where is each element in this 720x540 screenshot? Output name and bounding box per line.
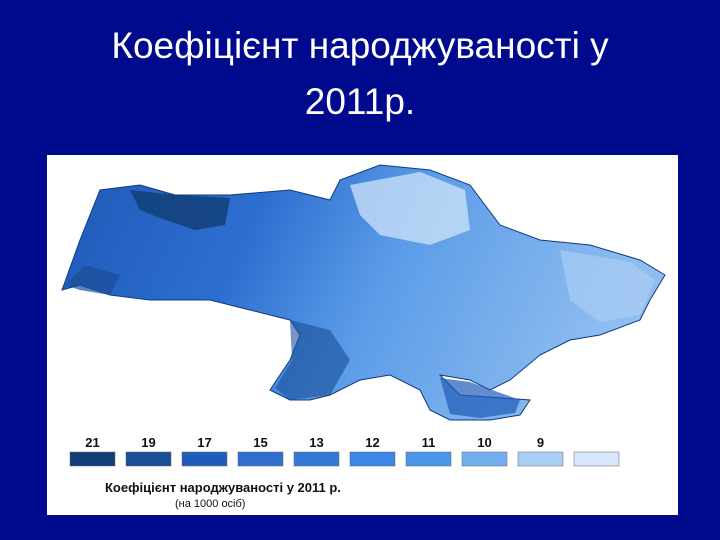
legend-swatch <box>293 451 340 467</box>
map-panel: 21 19 17 15 13 12 11 10 9 Коефіцієнт народжувано… <box>47 155 678 515</box>
legend-label: 21 <box>85 435 99 450</box>
legend-swatch <box>349 451 396 467</box>
legend-subtitle: (на 1000 осіб) <box>175 498 245 510</box>
legend-label: 15 <box>253 435 267 450</box>
legend-label: 17 <box>197 435 211 450</box>
legend-swatch <box>69 451 116 467</box>
legend-label: 10 <box>477 435 491 450</box>
legend-label: 13 <box>309 435 323 450</box>
legend-swatch <box>181 451 228 467</box>
dark-region <box>440 378 520 418</box>
legend-label: 11 <box>422 435 436 450</box>
dark-region <box>65 265 120 295</box>
legend-label: 9 <box>537 435 544 450</box>
light-region <box>560 250 655 322</box>
legend-swatch <box>517 451 564 467</box>
dark-region <box>275 320 350 400</box>
legend-swatch <box>461 451 508 467</box>
legend-swatch <box>573 451 620 467</box>
legend-swatch <box>237 451 284 467</box>
legend-label: 19 <box>141 435 155 450</box>
legend-label: 12 <box>365 435 379 450</box>
country-shape <box>61 164 666 421</box>
legend-swatch <box>405 451 452 467</box>
legend: 21 19 17 15 13 12 11 10 9 <box>69 435 620 467</box>
light-region <box>350 172 470 245</box>
map <box>61 164 666 421</box>
legend-swatch <box>125 451 172 467</box>
legend-title: Коефіцієнт народжуваності у 2011 р. <box>105 480 341 495</box>
dark-region <box>130 190 230 230</box>
slide-title: Коефіцієнт народжуваності у 2011р. <box>111 25 609 122</box>
